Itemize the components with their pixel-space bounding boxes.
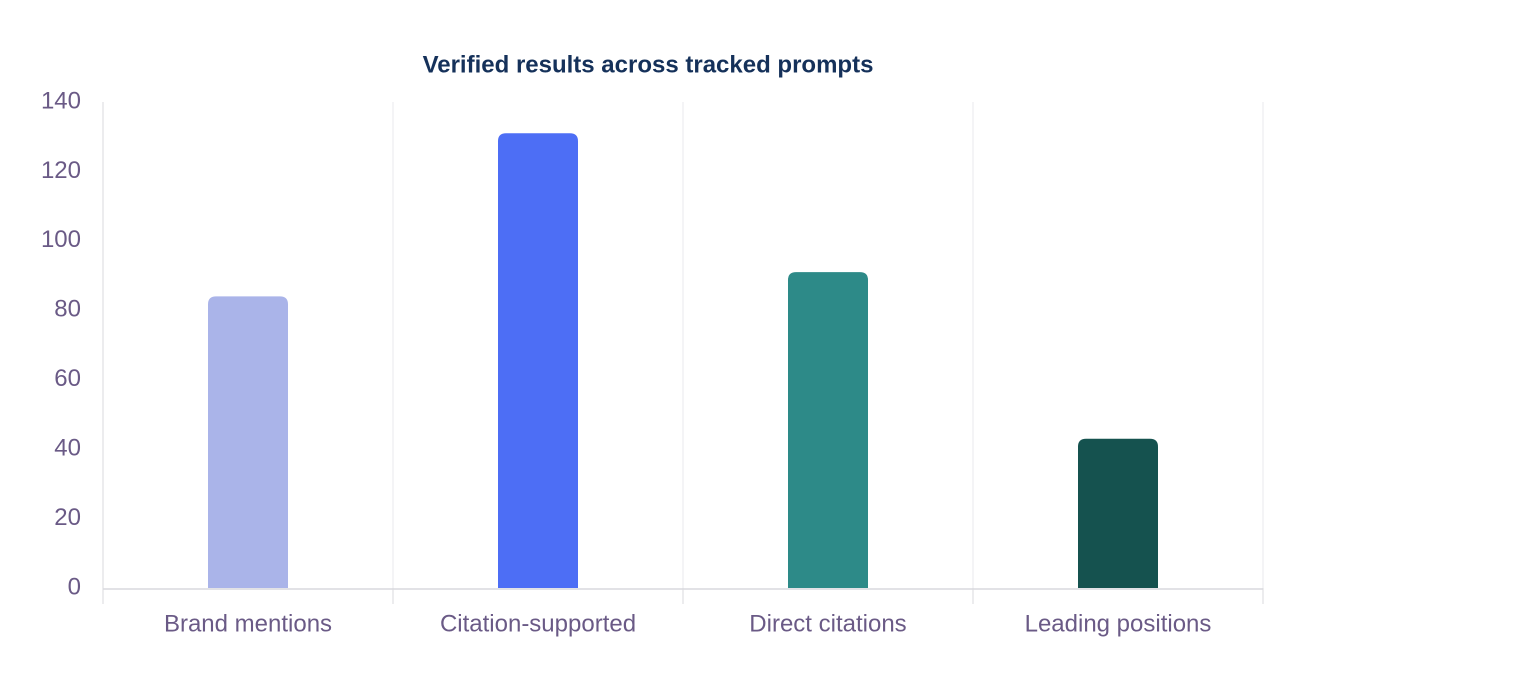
bar	[208, 296, 288, 588]
x-tick-label: Citation-supported	[440, 610, 636, 637]
y-tick-label: 20	[54, 504, 81, 531]
y-tick-label: 100	[41, 226, 81, 253]
bar	[498, 133, 578, 588]
bar	[1078, 438, 1158, 588]
y-tick-label: 60	[54, 365, 81, 392]
x-tick-label: Leading positions	[1025, 610, 1212, 637]
y-tick-label: 140	[41, 87, 81, 114]
y-tick-label: 80	[54, 296, 81, 323]
chart-title: Verified results across tracked prompts	[423, 51, 874, 78]
y-tick-label: 0	[68, 573, 81, 600]
x-tick-label: Brand mentions	[164, 610, 332, 637]
x-tick-label: Direct citations	[749, 610, 906, 637]
y-tick-label: 120	[41, 157, 81, 184]
bar	[788, 272, 868, 588]
y-tick-label: 40	[54, 434, 81, 461]
